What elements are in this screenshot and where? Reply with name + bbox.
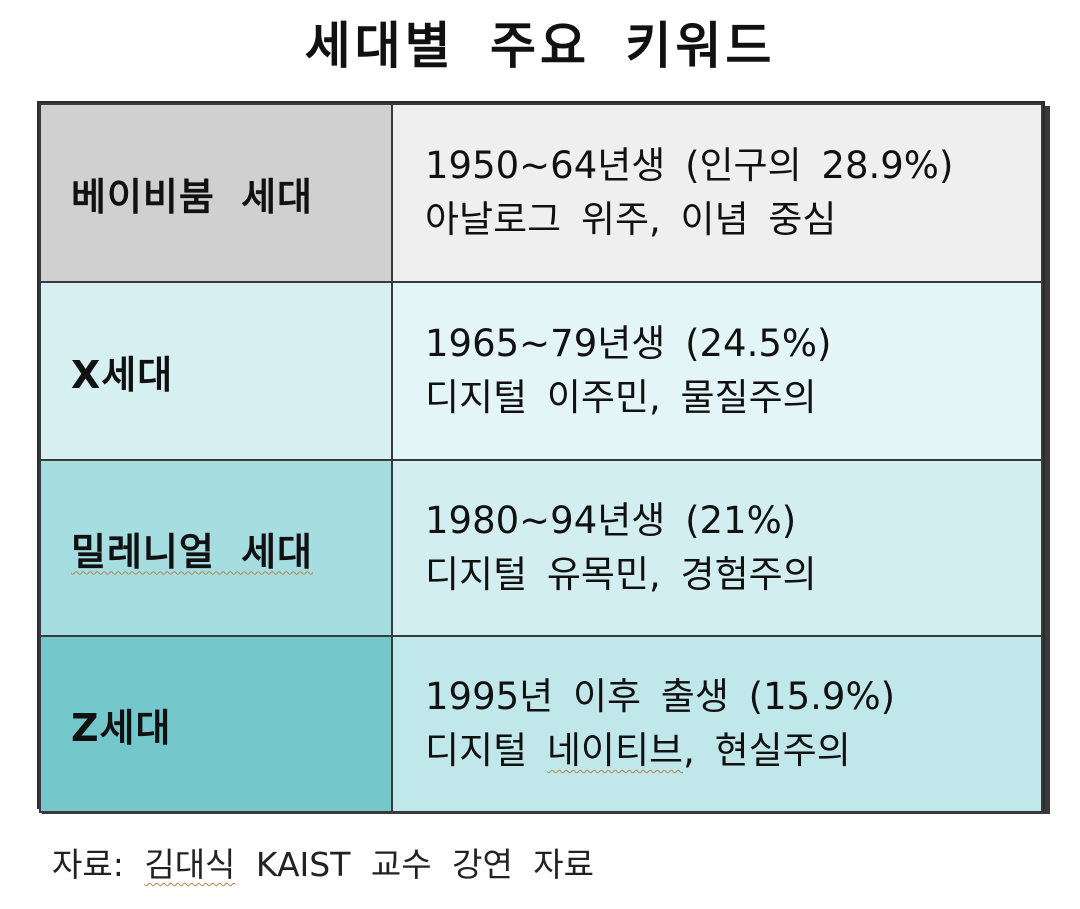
source-prefix: 자료: bbox=[52, 845, 145, 884]
table-row-x: X세대 1965~79년생 (24.5%) 디지털 이주민, 물질주의 bbox=[39, 281, 1043, 461]
source-rest: KAIST 교수 강연 자료 bbox=[235, 845, 595, 884]
period-text: 1995년 이후 출생 (15.9%) bbox=[425, 675, 896, 718]
keywords-part: 디지털 bbox=[425, 729, 547, 772]
table-row-millennial: 밀레니얼 세대 1980~94년생 (21%) 디지털 유목민, 경험주의 bbox=[39, 459, 1043, 637]
keywords-text: 디지털 유목민, 경험주의 bbox=[425, 553, 817, 596]
table-row-babyboom: 베이비붐 세대 1950~64년생 (인구의 28.9%) 아날로그 위주, 이… bbox=[39, 103, 1043, 283]
generation-keyword-table: 베이비붐 세대 1950~64년생 (인구의 28.9%) 아날로그 위주, 이… bbox=[37, 101, 1045, 813]
keywords-text: 디지털 네이티브, 현실주의 bbox=[425, 724, 1041, 778]
period-text: 1980~94년생 (21%) bbox=[425, 499, 797, 542]
page-title: 세대별 주요 키워드 bbox=[304, 17, 776, 75]
period-text: 1950~64년생 (인구의 28.9%) bbox=[425, 144, 954, 187]
table: 베이비붐 세대 1950~64년생 (인구의 28.9%) 아날로그 위주, 이… bbox=[39, 103, 1043, 813]
generation-description: 1995년 이후 출생 (15.9%) 디지털 네이티브, 현실주의 bbox=[391, 635, 1043, 813]
keywords-part: , 현실주의 bbox=[683, 729, 851, 772]
generation-label: X세대 bbox=[39, 281, 393, 461]
keywords-text: 아날로그 위주, 이념 중심 bbox=[425, 198, 837, 241]
source-note: 자료: 김대식 KAIST 교수 강연 자료 bbox=[52, 838, 594, 886]
keywords-text: 디지털 이주민, 물질주의 bbox=[425, 376, 817, 419]
keywords-part-underlined: 네이티브 bbox=[546, 729, 684, 772]
generation-label-text: 밀레니얼 세대 bbox=[71, 529, 313, 574]
table-row-z: Z세대 1995년 이후 출생 (15.9%) 디지털 네이티브, 현실주의 bbox=[39, 635, 1043, 813]
generation-label: 밀레니얼 세대 bbox=[39, 459, 393, 637]
generation-description: 1950~64년생 (인구의 28.9%) 아날로그 위주, 이념 중심 bbox=[391, 103, 1043, 283]
generation-description: 1980~94년생 (21%) 디지털 유목민, 경험주의 bbox=[391, 459, 1043, 637]
source-name: 김대식 bbox=[144, 845, 236, 884]
period-text: 1965~79년생 (24.5%) bbox=[425, 322, 832, 365]
generation-description: 1965~79년생 (24.5%) 디지털 이주민, 물질주의 bbox=[391, 281, 1043, 461]
generation-label: Z세대 bbox=[39, 635, 393, 813]
generation-label: 베이비붐 세대 bbox=[39, 103, 393, 283]
